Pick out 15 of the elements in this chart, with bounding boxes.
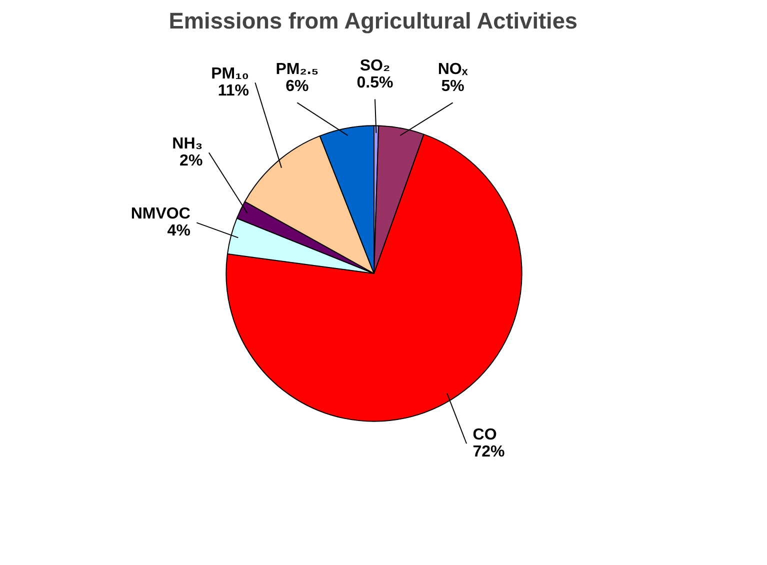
data-label: 72% (472, 444, 505, 461)
data-label: 2% (180, 152, 203, 170)
slice-label: SO₂ (360, 57, 390, 74)
data-label: 6% (286, 78, 309, 95)
slice-label: CO (472, 426, 497, 444)
slice-label: NOₓ (438, 60, 468, 78)
slice-label: NMVOC (130, 206, 191, 223)
slice-label: NH₃ (172, 136, 203, 153)
data-label: 0.5% (356, 74, 394, 92)
slice-label: PM₁₀ (211, 66, 249, 83)
data-label: 4% (167, 222, 190, 240)
data-label: 5% (441, 78, 464, 95)
chart-title: Emissions from Agricultural Activities (168, 8, 578, 34)
slice-label: PM₂.₅ (276, 60, 319, 78)
data-label: 11% (218, 82, 249, 100)
